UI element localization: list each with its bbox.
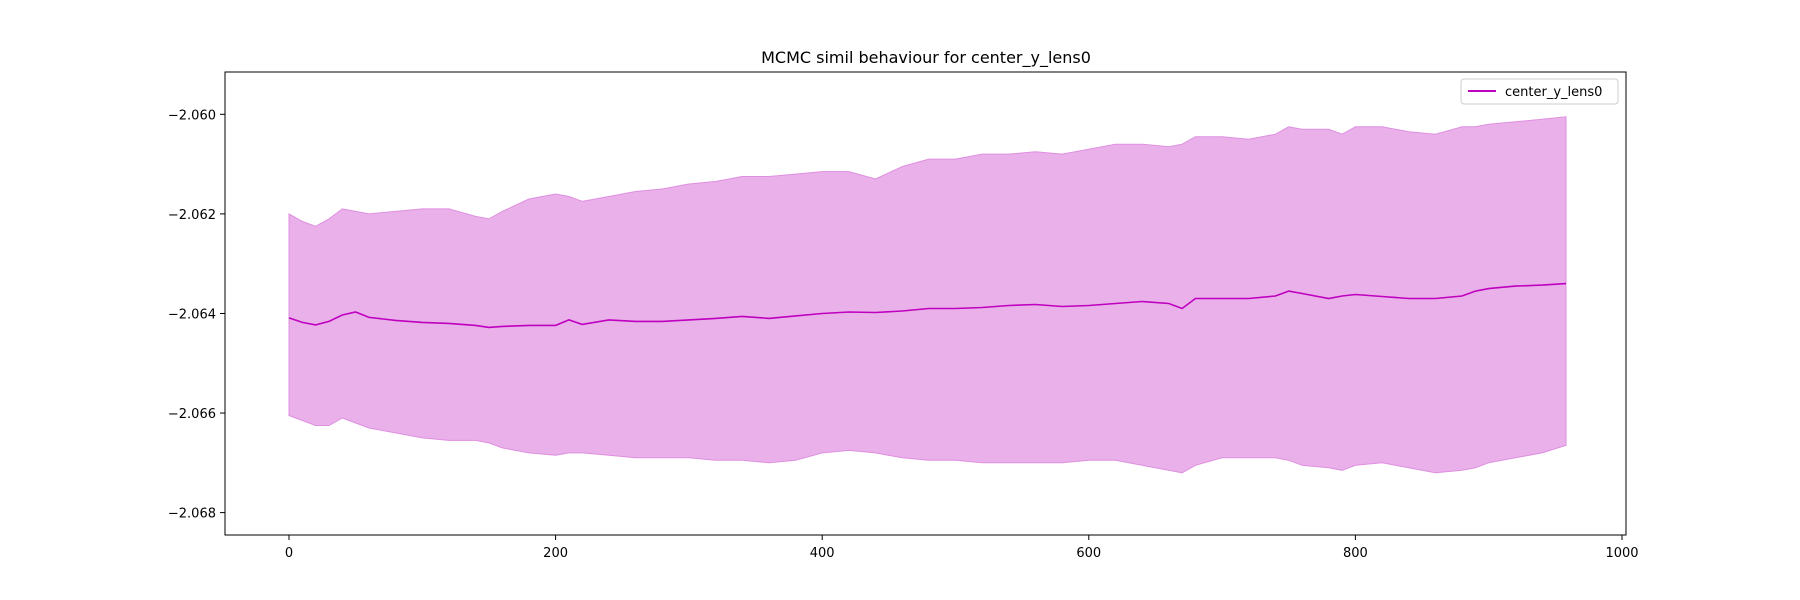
y-tick-label: −2.060 xyxy=(168,108,216,123)
x-axis: 0 200 400 600 800 1000 xyxy=(285,535,1639,561)
x-tick-label: 600 xyxy=(1076,546,1101,561)
x-tick-label: 0 xyxy=(285,546,293,561)
legend-label: center_y_lens0 xyxy=(1505,85,1602,100)
confidence-band-layer xyxy=(288,116,1567,474)
plot-frame xyxy=(224,71,1627,536)
x-tick-label: 1000 xyxy=(1605,546,1638,561)
x-tick-label: 200 xyxy=(543,546,568,561)
series-line-center-y-lens0 xyxy=(288,282,1567,329)
confidence-band xyxy=(288,116,1567,474)
x-tick-label: 800 xyxy=(1343,546,1368,561)
y-tick-label: −2.068 xyxy=(168,507,216,522)
legend-box xyxy=(1460,78,1619,105)
x-tick-label: 400 xyxy=(810,546,835,561)
y-axis: −2.068 −2.066 −2.064 −2.062 −2.060 xyxy=(168,108,225,522)
y-tick-label: −2.064 xyxy=(168,307,216,322)
series-line-layer xyxy=(288,282,1567,329)
chart-title: MCMC simil behaviour for center_y_lens0 xyxy=(761,48,1091,68)
y-tick-label: −2.066 xyxy=(168,407,216,422)
y-tick-label: −2.062 xyxy=(168,208,216,223)
legend: center_y_lens0 xyxy=(1460,78,1619,105)
